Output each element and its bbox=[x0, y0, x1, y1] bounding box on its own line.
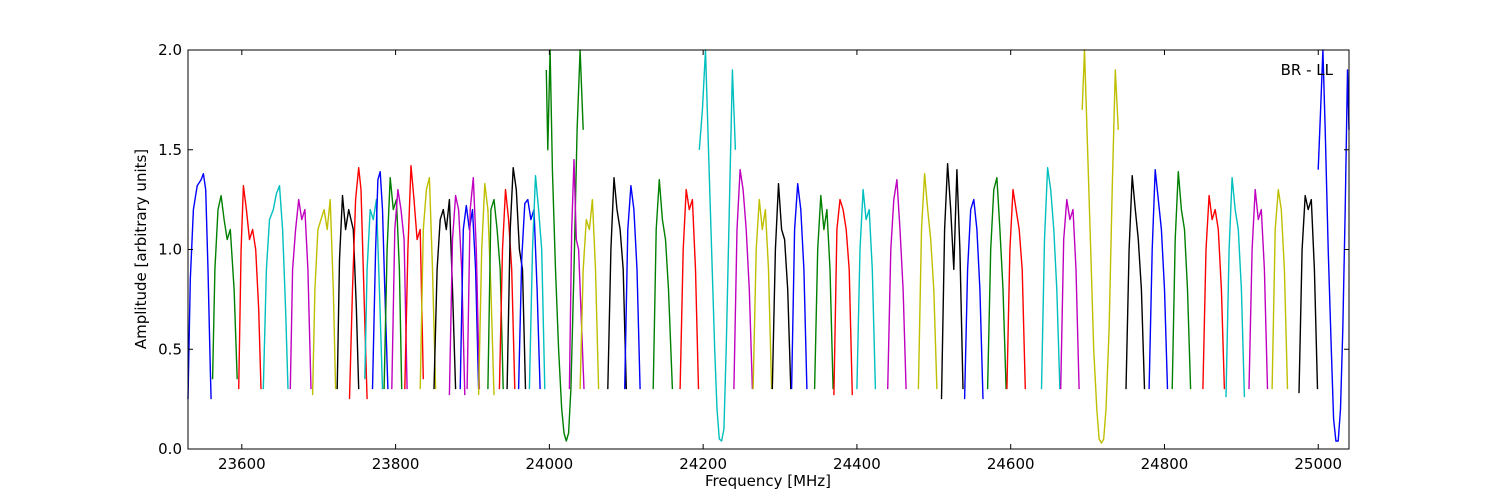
series-segment-56 bbox=[1317, 49, 1350, 442]
series-segment-6 bbox=[336, 194, 360, 390]
series-segment-12 bbox=[404, 164, 424, 390]
x-tick-label: 24200 bbox=[679, 455, 727, 473]
series-segment-44 bbox=[1006, 188, 1026, 390]
series-segment-8 bbox=[364, 198, 384, 390]
series-segment-41 bbox=[940, 162, 964, 400]
y-tick-label: 0.5 bbox=[158, 340, 182, 358]
series-segment-27 bbox=[607, 176, 627, 390]
series-segment-20 bbox=[498, 188, 516, 390]
series-segment-22 bbox=[517, 198, 541, 390]
series-segment-23 bbox=[528, 174, 546, 390]
series-segment-10 bbox=[383, 176, 403, 390]
series-segment-3 bbox=[262, 184, 289, 390]
series-segment-32 bbox=[733, 168, 754, 390]
x-tick-label: 24400 bbox=[833, 455, 881, 473]
series-segment-13 bbox=[419, 176, 437, 390]
series-layer bbox=[187, 49, 1350, 444]
series-segment-52 bbox=[1225, 176, 1246, 398]
y-axis: 0.0 0.5 1.0 1.5 2.0 bbox=[158, 41, 1349, 458]
x-tick-label: 24000 bbox=[526, 455, 574, 473]
series-segment-19 bbox=[487, 198, 504, 390]
series-segment-53 bbox=[1248, 188, 1269, 390]
x-tick-label: 24800 bbox=[1141, 455, 1189, 473]
series-segment-55 bbox=[1298, 194, 1319, 394]
series-segment-51 bbox=[1202, 194, 1226, 390]
series-segment-29 bbox=[652, 178, 674, 390]
series-segment-39 bbox=[887, 178, 907, 390]
series-segment-9 bbox=[371, 170, 389, 390]
y-tick-label: 1.0 bbox=[158, 241, 182, 259]
series-segment-31 bbox=[698, 49, 737, 442]
series-segment-1 bbox=[211, 194, 238, 380]
series-segment-5 bbox=[311, 198, 337, 396]
series-segment-18 bbox=[477, 182, 495, 396]
series-segment-50 bbox=[1171, 170, 1192, 390]
y-tick-label: 2.0 bbox=[158, 41, 182, 59]
series-segment-42 bbox=[963, 198, 984, 400]
x-tick-label: 23600 bbox=[218, 455, 266, 473]
series-segment-0 bbox=[187, 172, 212, 400]
x-axis: 23600 23800 24000 24200 24400 24600 24800 25000 bbox=[218, 50, 1342, 473]
series-segment-43 bbox=[986, 176, 1007, 390]
series-segment-26 bbox=[579, 198, 600, 390]
x-tick-label: 24600 bbox=[987, 455, 1035, 473]
series-segment-36 bbox=[813, 194, 834, 390]
series-segment-54 bbox=[1271, 188, 1289, 390]
y-tick-label: 0.0 bbox=[158, 440, 182, 458]
series-segment-49 bbox=[1148, 168, 1169, 390]
series-segment-45 bbox=[1040, 166, 1061, 390]
series-segment-21 bbox=[506, 166, 527, 390]
series-segment-35 bbox=[790, 182, 808, 390]
panel-annotation: BR - LL bbox=[1281, 61, 1334, 79]
series-segment-48 bbox=[1125, 174, 1146, 390]
x-tick-label: 23800 bbox=[372, 455, 420, 473]
series-segment-28 bbox=[624, 184, 641, 390]
series-segment-46 bbox=[1060, 198, 1080, 390]
series-segment-24 bbox=[545, 49, 584, 442]
series-segment-38 bbox=[856, 188, 877, 390]
series-segment-33 bbox=[752, 198, 773, 390]
series-segment-30 bbox=[679, 188, 700, 390]
series-segment-17 bbox=[466, 176, 481, 390]
plot-background bbox=[188, 50, 1349, 449]
series-segment-2 bbox=[238, 184, 262, 390]
y-axis-label: Amplitude [arbitrary units] bbox=[132, 149, 150, 349]
series-segment-40 bbox=[917, 172, 938, 390]
series-segment-11 bbox=[391, 188, 408, 390]
series-segment-47 bbox=[1081, 49, 1119, 444]
y-tick-label: 1.5 bbox=[158, 141, 182, 159]
series-segment-4 bbox=[289, 198, 312, 390]
x-axis-label: Frequency [MHz] bbox=[705, 472, 831, 490]
series-segment-34 bbox=[771, 182, 792, 390]
x-tick-label: 25000 bbox=[1294, 455, 1342, 473]
series-segment-37 bbox=[833, 198, 853, 396]
